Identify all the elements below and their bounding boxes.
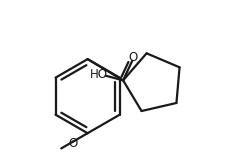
Text: O: O (68, 137, 77, 150)
Text: HO: HO (90, 68, 108, 81)
Text: O: O (129, 51, 138, 64)
